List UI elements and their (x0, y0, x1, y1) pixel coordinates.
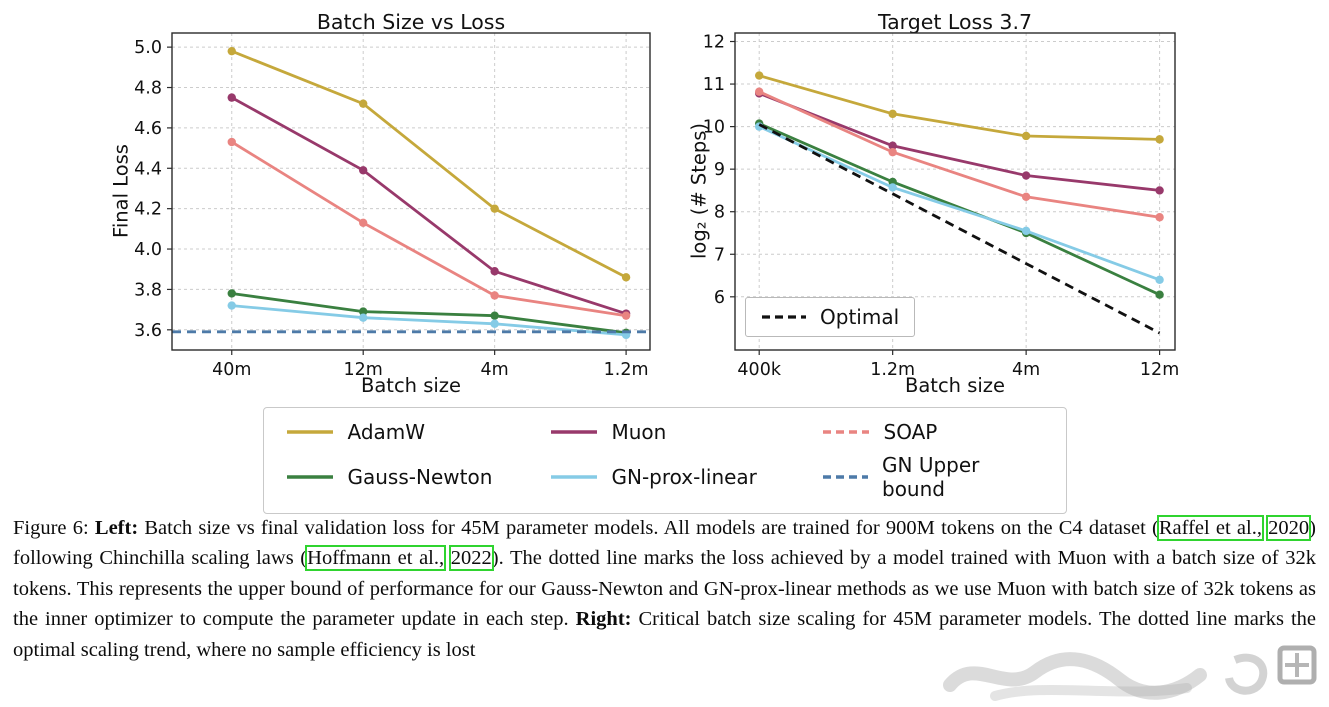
svg-text:4m: 4m (481, 360, 509, 380)
legend-item-gauss-newton: Gauss-Newton (286, 453, 550, 501)
svg-text:8: 8 (714, 203, 725, 223)
legend-line-sample-icon (286, 430, 333, 434)
svg-text:6: 6 (714, 288, 725, 308)
series-adamw-line (758, 74, 1160, 141)
svg-text:12m: 12m (344, 360, 383, 380)
caption-text: Right: (575, 608, 632, 631)
series-gauss-newton-line (758, 122, 1161, 296)
legend-label: GN Upper bound (882, 453, 980, 501)
svg-text:3.6: 3.6 (134, 321, 162, 341)
svg-text:3.8: 3.8 (134, 280, 162, 300)
svg-text:11: 11 (703, 75, 725, 95)
svg-text:12m: 12m (1140, 360, 1179, 380)
series-gn-prox-linear-line (231, 304, 627, 337)
citation-link[interactable]: 2020 (1266, 515, 1312, 541)
caption-text: ). The dotted line marks the loss achiev… (13, 547, 1316, 631)
caption-text: Critical batch size scaling for 45M para… (13, 608, 1316, 661)
svg-text:5.0: 5.0 (134, 38, 162, 58)
series-muon-line (231, 96, 627, 316)
optimal-legend: Optimal (745, 297, 916, 337)
series-gauss-newton-line (231, 292, 627, 335)
citation-link[interactable]: 2022 (448, 545, 494, 572)
svg-text:4.0: 4.0 (134, 240, 162, 260)
svg-text:4m: 4m (1012, 360, 1040, 380)
series-adamw-markers (755, 71, 1164, 144)
svg-text:10: 10 (703, 118, 725, 138)
legend-line-sample-icon (550, 475, 597, 479)
series-muon-line (758, 92, 1160, 192)
figure-caption: Figure 6: Left: Batch size vs final vali… (13, 513, 1316, 665)
series-adamw-line (231, 49, 627, 279)
svg-text:400k: 400k (737, 360, 781, 380)
citation-link[interactable]: Hoffmann et al., (305, 545, 447, 572)
svg-text:7: 7 (714, 245, 725, 265)
legend-item-gn-upper-bound: GN Upper bound (822, 453, 1044, 501)
optimal-legend-label: Optimal (820, 305, 900, 329)
caption-text: Left: (94, 517, 139, 539)
svg-text:4.2: 4.2 (134, 200, 162, 220)
caption-text: Figure 6: (13, 517, 95, 539)
caption-text (444, 547, 451, 569)
legend-label: SOAP (883, 420, 938, 444)
chart-target-loss: 6 7 8 9 10 11 12 400k 1.2m 4m 12m (703, 32, 1179, 380)
legend-label: Gauss-Newton (347, 465, 493, 489)
series-soap-markers (227, 137, 631, 320)
series-optimal-line (758, 123, 1161, 335)
svg-text:9: 9 (714, 160, 725, 180)
legend-item-muon: Muon (550, 420, 822, 444)
legend-label: GN-prox-linear (611, 465, 757, 489)
right-x-axis-label: Batch size (904, 374, 1006, 397)
citation-link[interactable]: Raffel et al., (1156, 515, 1264, 541)
series-soap-line (758, 90, 1160, 219)
caption-text: ) following Chinchilla scaling laws ( (13, 517, 1316, 570)
left-x-axis-label: Batch size (360, 374, 462, 397)
svg-text:1.2m: 1.2m (870, 360, 915, 380)
caption-text: Batch size vs final validation loss for … (138, 517, 1159, 539)
svg-text:4.6: 4.6 (134, 119, 162, 139)
legend-item-gn-prox-linear: GN-prox-linear (550, 453, 822, 501)
chart-batch-size-vs-loss: 3.6 3.8 4.0 4.2 4.4 4.6 4.8 5.0 40m 12m 4m 1.2m (134, 32, 651, 380)
svg-text:4.8: 4.8 (134, 79, 162, 99)
svg-text:4.4: 4.4 (134, 159, 162, 179)
series-soap-line (231, 140, 627, 318)
optimal-dash-line-icon (762, 315, 806, 319)
svg-text:40m: 40m (212, 360, 251, 380)
svg-text:12: 12 (703, 33, 725, 53)
legend-item-adamw: AdamW (286, 420, 550, 444)
legend-label: AdamW (347, 420, 426, 444)
legend-item-soap: SOAP (822, 420, 1044, 444)
legend-line-sample-icon (822, 430, 869, 434)
left-chart-title: Batch Size vs Loss (316, 10, 506, 34)
svg-text:1.2m: 1.2m (604, 360, 649, 380)
series-soap-markers (755, 87, 1164, 222)
right-chart-title: Target Loss 3.7 (877, 10, 1033, 34)
series-gn-prox-linear-line (758, 125, 1161, 282)
legend-line-sample-icon (286, 475, 333, 479)
legend-line-sample-icon (822, 475, 868, 479)
legend-label: Muon (611, 420, 667, 444)
series-adamw-markers (227, 46, 631, 282)
chart-legend: AdamW Muon SOAP Gauss-Newton GN-prox-linear G… (262, 407, 1067, 514)
legend-line-sample-icon (550, 430, 597, 434)
